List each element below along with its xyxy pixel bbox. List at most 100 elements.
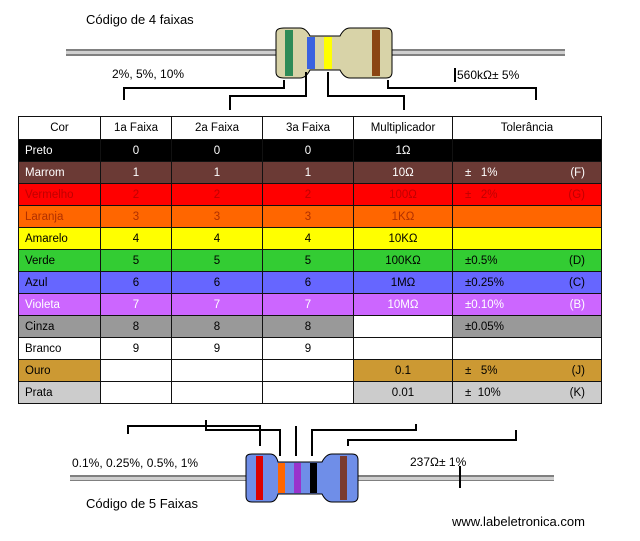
connector-bottom-tolerance (127, 425, 261, 446)
cell-color-name: Vermelho (18, 183, 101, 206)
five-band-tolerance-label: 0.1%, 0.25%, 0.5%, 1% (72, 456, 199, 470)
resistor-body (275, 27, 393, 79)
cell-color-name: Azul (18, 271, 101, 294)
tolerance-value: ± 2% (465, 188, 498, 201)
band-brown (372, 30, 380, 76)
table-row: Prata 0.01 ± 10% (K) (18, 381, 602, 404)
header-cor: Cor (18, 116, 101, 140)
right-lead (385, 51, 565, 54)
band-green (285, 30, 293, 76)
bottom-right-lead (358, 477, 554, 480)
band-yellow (324, 37, 332, 69)
cell-color-name: Preto (18, 139, 101, 162)
cell-tolerance: ±0.25% (C) (452, 271, 602, 294)
table-row: Verde 5 5 5 100KΩ ±0.5% (D) (18, 249, 602, 272)
cell-tolerance: ± 2% (G) (452, 183, 602, 206)
cell-band3: 1 (262, 161, 354, 184)
cell-band1 (100, 381, 172, 404)
cell-band2: 6 (171, 271, 263, 294)
tolerance-value: ± 1% (465, 166, 498, 179)
cell-multiplier (353, 337, 453, 360)
connector-bottom-multiplier (347, 430, 517, 446)
five-band-resistor-diagram (70, 420, 554, 503)
cell-band2 (171, 359, 263, 382)
tolerance-value: ±0.25% (465, 276, 504, 289)
cell-band3: 2 (262, 183, 354, 206)
cell-multiplier: 0.1 (353, 359, 453, 382)
table-row: Cinza 8 8 8 ±0.05% (18, 315, 602, 338)
tolerance-value: ± 10% (465, 386, 501, 399)
cell-multiplier: 10MΩ (353, 293, 453, 316)
cell-band3: 8 (262, 315, 354, 338)
cell-tolerance: ±0.10% (B) (452, 293, 602, 316)
cell-multiplier: 100KΩ (353, 249, 453, 272)
cell-tolerance (452, 337, 602, 360)
cell-band3: 7 (262, 293, 354, 316)
four-band-resistor-diagram (66, 27, 565, 110)
bottom-resistor-body (245, 453, 359, 503)
cell-multiplier: 1KΩ (353, 205, 453, 228)
cell-band1: 8 (100, 315, 172, 338)
connector-bottom-band3 (311, 424, 417, 456)
cell-band2: 1 (171, 161, 263, 184)
cell-color-name: Branco (18, 337, 101, 360)
tolerance-code: (C) (569, 276, 585, 289)
tolerance-code: (K) (569, 386, 585, 399)
cell-color-name: Laranja (18, 205, 101, 228)
table-row: Marrom 1 1 1 10Ω ± 1% (F) (18, 161, 602, 184)
cell-band1: 3 (100, 205, 172, 228)
header-band1: 1a Faixa (100, 116, 172, 140)
bottom-left-lead (70, 477, 246, 480)
four-band-tolerance-label: 2%, 5%, 10% (112, 67, 185, 81)
cell-band2: 4 (171, 227, 263, 250)
cell-band2 (171, 381, 263, 404)
connector-value (387, 80, 537, 100)
cell-tolerance: ± 5% (J) (452, 359, 602, 382)
cell-color-name: Prata (18, 381, 101, 404)
header-band2: 2a Faixa (171, 116, 263, 140)
cell-band2: 5 (171, 249, 263, 272)
cell-tolerance: ±0.05% (452, 315, 602, 338)
cell-band3 (262, 381, 354, 404)
cell-band1: 7 (100, 293, 172, 316)
cell-band1 (100, 359, 172, 382)
bottom-band-brown (340, 456, 347, 500)
cell-multiplier: 1MΩ (353, 271, 453, 294)
cell-band3 (262, 359, 354, 382)
cell-color-name: Verde (18, 249, 101, 272)
tolerance-value: ±0.5% (465, 254, 498, 267)
tolerance-code: (D) (569, 254, 585, 267)
cell-band1: 0 (100, 139, 172, 162)
tolerance-code: (G) (568, 188, 585, 201)
website-link[interactable]: www.labeletronica.com (452, 514, 585, 529)
cell-multiplier: 10Ω (353, 161, 453, 184)
header-band3: 3a Faixa (262, 116, 354, 140)
four-band-title: Código de 4 faixas (86, 12, 194, 27)
cell-band1: 5 (100, 249, 172, 272)
bottom-band-orange (278, 463, 285, 493)
table-row: Violeta 7 7 7 10MΩ ±0.10% (B) (18, 293, 602, 316)
table-row: Ouro 0.1 ± 5% (J) (18, 359, 602, 382)
connector-bottom-band1 (205, 424, 281, 456)
tolerance-value: ± 5% (465, 364, 498, 377)
cell-tolerance (452, 139, 602, 162)
cell-band1: 4 (100, 227, 172, 250)
cell-band2: 8 (171, 315, 263, 338)
cell-tolerance (452, 205, 602, 228)
cell-band1: 9 (100, 337, 172, 360)
table-row: Vermelho 2 2 2 100Ω ± 2% (G) (18, 183, 602, 206)
cell-band1: 6 (100, 271, 172, 294)
tolerance-code: (J) (571, 364, 585, 377)
cell-color-name: Amarelo (18, 227, 101, 250)
cell-band2: 3 (171, 205, 263, 228)
cell-band3: 4 (262, 227, 354, 250)
table-row: Azul 6 6 6 1MΩ ±0.25% (C) (18, 271, 602, 294)
cell-band3: 5 (262, 249, 354, 272)
table-row: Preto 0 0 0 1Ω (18, 139, 602, 162)
cell-band2: 7 (171, 293, 263, 316)
cell-band2: 0 (171, 139, 263, 162)
cell-multiplier: 100Ω (353, 183, 453, 206)
cell-band1: 1 (100, 161, 172, 184)
cell-tolerance (452, 227, 602, 250)
cell-tolerance: ± 1% (F) (452, 161, 602, 184)
